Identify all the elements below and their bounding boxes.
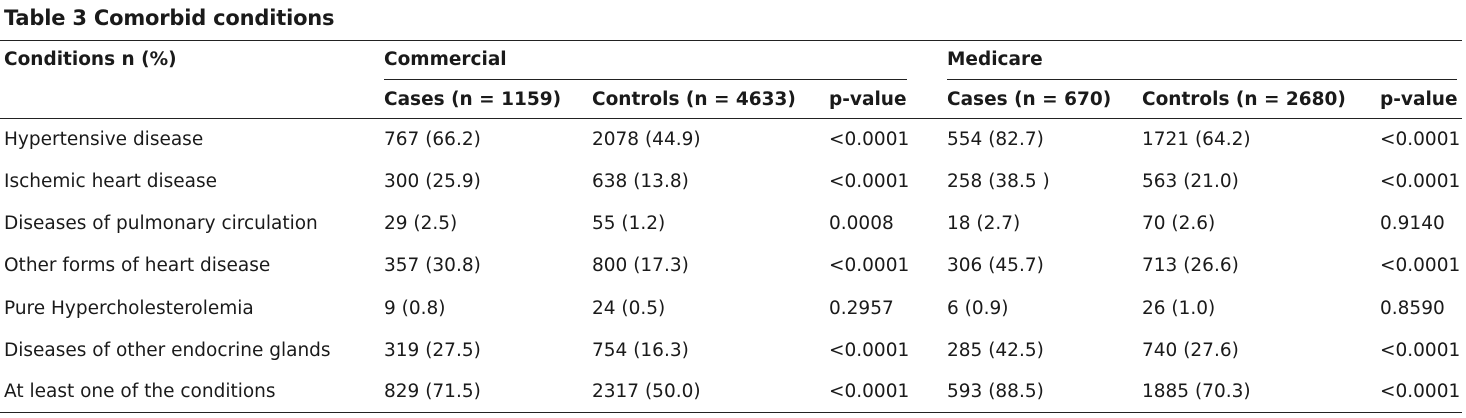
header-medicare-pvalue: p-value xyxy=(1380,89,1458,110)
header-medicare-cases: Cases (n = 670) xyxy=(947,89,1112,110)
cell-medicare-cases: 6 (0.9) xyxy=(947,298,1009,319)
table-title: Table 3 Comorbid conditions xyxy=(4,6,335,30)
cell-commercial-pvalue: <0.0001 xyxy=(829,381,910,402)
row-condition: Diseases of other endocrine glands xyxy=(4,340,331,361)
cell-commercial-pvalue: <0.0001 xyxy=(829,340,910,361)
cell-commercial-cases: 29 (2.5) xyxy=(384,213,458,234)
cell-commercial-pvalue: <0.0001 xyxy=(829,171,910,192)
commercial-underline xyxy=(384,79,907,80)
row-condition: Ischemic heart disease xyxy=(4,171,218,192)
cell-medicare-cases: 18 (2.7) xyxy=(947,213,1021,234)
cell-medicare-pvalue: <0.0001 xyxy=(1380,381,1461,402)
row-condition: Hypertensive disease xyxy=(4,129,204,150)
cell-medicare-pvalue: 0.9140 xyxy=(1380,213,1445,234)
cell-commercial-pvalue: 0.2957 xyxy=(829,298,894,319)
cell-commercial-cases: 767 (66.2) xyxy=(384,129,481,150)
header-medicare: Medicare xyxy=(947,49,1043,70)
cell-medicare-controls: 563 (21.0) xyxy=(1142,171,1239,192)
cell-medicare-pvalue: <0.0001 xyxy=(1380,255,1461,276)
cell-medicare-pvalue: <0.0001 xyxy=(1380,171,1461,192)
cell-commercial-cases: 357 (30.8) xyxy=(384,255,481,276)
row-condition: At least one of the conditions xyxy=(4,381,276,402)
row-condition: Pure Hypercholesterolemia xyxy=(4,298,254,319)
cell-commercial-controls: 2317 (50.0) xyxy=(592,381,701,402)
cell-commercial-controls: 800 (17.3) xyxy=(592,255,689,276)
cell-medicare-controls: 1721 (64.2) xyxy=(1142,129,1251,150)
cell-commercial-cases: 9 (0.8) xyxy=(384,298,446,319)
cell-commercial-cases: 829 (71.5) xyxy=(384,381,481,402)
header-medicare-controls: Controls (n = 2680) xyxy=(1142,89,1346,110)
cell-medicare-pvalue: <0.0001 xyxy=(1380,340,1461,361)
cell-commercial-cases: 319 (27.5) xyxy=(384,340,481,361)
row-condition: Diseases of pulmonary circulation xyxy=(4,213,318,234)
cell-commercial-controls: 24 (0.5) xyxy=(592,298,666,319)
top-rule xyxy=(0,40,1462,41)
cell-medicare-controls: 1885 (70.3) xyxy=(1142,381,1251,402)
cell-medicare-cases: 306 (45.7) xyxy=(947,255,1044,276)
cell-medicare-cases: 258 (38.5 ) xyxy=(947,171,1050,192)
header-commercial-pvalue: p-value xyxy=(829,89,907,110)
header-conditions: Conditions n (%) xyxy=(4,49,177,70)
cell-medicare-pvalue: <0.0001 xyxy=(1380,129,1461,150)
header-commercial-cases: Cases (n = 1159) xyxy=(384,89,562,110)
cell-medicare-pvalue: 0.8590 xyxy=(1380,298,1445,319)
cell-medicare-controls: 713 (26.6) xyxy=(1142,255,1239,276)
cell-commercial-controls: 55 (1.2) xyxy=(592,213,666,234)
bottom-rule xyxy=(0,412,1462,413)
cell-medicare-controls: 740 (27.6) xyxy=(1142,340,1239,361)
cell-medicare-cases: 285 (42.5) xyxy=(947,340,1044,361)
cell-commercial-pvalue: 0.0008 xyxy=(829,213,894,234)
cell-medicare-controls: 70 (2.6) xyxy=(1142,213,1216,234)
cell-commercial-controls: 754 (16.3) xyxy=(592,340,689,361)
header-commercial: Commercial xyxy=(384,49,507,70)
cell-medicare-controls: 26 (1.0) xyxy=(1142,298,1216,319)
cell-medicare-cases: 554 (82.7) xyxy=(947,129,1044,150)
header-commercial-controls: Controls (n = 4633) xyxy=(592,89,796,110)
cell-commercial-pvalue: <0.0001 xyxy=(829,255,910,276)
header-rule xyxy=(0,118,1462,119)
row-condition: Other forms of heart disease xyxy=(4,255,271,276)
cell-commercial-controls: 638 (13.8) xyxy=(592,171,689,192)
cell-medicare-cases: 593 (88.5) xyxy=(947,381,1044,402)
cell-commercial-pvalue: <0.0001 xyxy=(829,129,910,150)
cell-commercial-cases: 300 (25.9) xyxy=(384,171,481,192)
cell-commercial-controls: 2078 (44.9) xyxy=(592,129,701,150)
medicare-underline xyxy=(947,79,1457,80)
